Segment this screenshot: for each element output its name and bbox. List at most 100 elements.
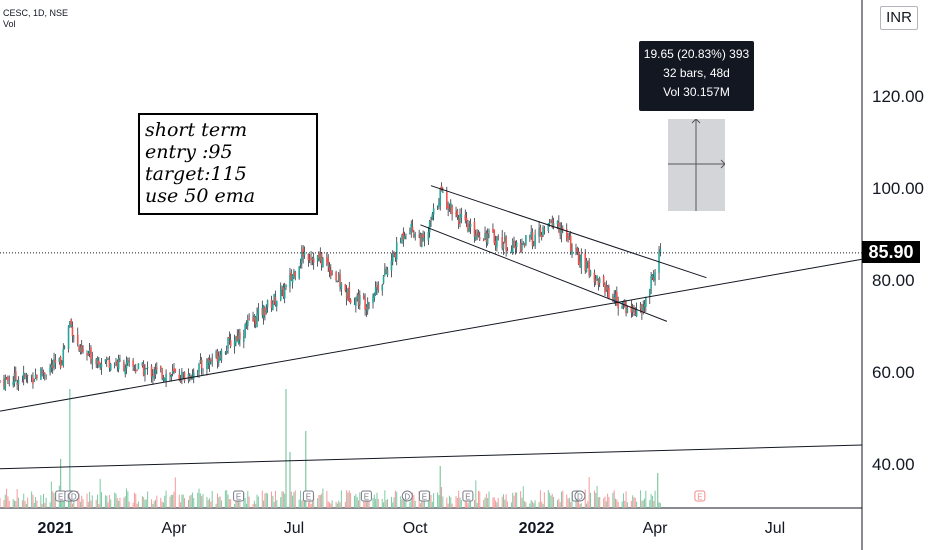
volume-bar (566, 494, 568, 508)
volume-bar (0, 497, 1, 508)
candle (160, 365, 162, 373)
candle (456, 208, 459, 220)
volume-bar (137, 501, 139, 508)
trendline[interactable] (420, 224, 668, 322)
earnings-event-icon[interactable]: D (401, 490, 413, 502)
earnings-event-icon[interactable]: E (302, 490, 314, 502)
volume-bar (71, 503, 73, 508)
volume-bar (483, 499, 485, 508)
candle (550, 219, 552, 223)
volume-bar (144, 499, 146, 508)
volume-bar (302, 499, 304, 508)
volume-bar (338, 500, 340, 508)
volume-indicator-label[interactable]: Vol (3, 19, 16, 29)
volume-bar (510, 502, 512, 508)
candle (298, 265, 300, 280)
volume-bar (16, 489, 18, 508)
volume-bar (568, 497, 570, 508)
volume-bar (33, 502, 35, 508)
volume-bar (617, 501, 619, 508)
candle (208, 354, 211, 372)
candle (414, 231, 416, 241)
earnings-event-icon[interactable]: D (574, 490, 586, 502)
earnings-event-icon[interactable]: E (694, 490, 706, 502)
text-note-box[interactable]: short term entry :95 target:115 use 50 e… (138, 113, 318, 215)
candle (384, 263, 386, 277)
candle (21, 375, 24, 383)
trendline[interactable] (430, 185, 707, 279)
volume-bars (0, 389, 661, 508)
candle (211, 353, 214, 367)
note-line: use 50 ema (145, 185, 256, 207)
volume-bar (152, 503, 154, 508)
candle (650, 271, 652, 295)
volume-bar (358, 500, 360, 508)
volume-bar (180, 502, 182, 508)
candle (575, 243, 577, 256)
volume-bar (458, 490, 460, 508)
earnings-event-icon[interactable]: E (360, 490, 372, 502)
volume-bar (209, 498, 211, 508)
candle (328, 261, 331, 278)
volume-bar (169, 496, 171, 508)
volume-bar (294, 490, 296, 508)
earnings-event-icon[interactable]: E (55, 490, 67, 502)
candle (643, 300, 646, 313)
volume-bar (227, 494, 229, 508)
volume-bar (543, 492, 545, 508)
candle (440, 182, 443, 192)
candle (533, 240, 535, 247)
candle (170, 373, 173, 382)
note-line: target:115 (145, 163, 247, 185)
candle (447, 201, 449, 217)
candle (282, 283, 285, 299)
volume-bar (173, 491, 175, 508)
volume-trendline[interactable] (0, 444, 863, 470)
currency-button[interactable]: INR (880, 6, 918, 30)
last-price-badge: 85.90 (862, 241, 920, 263)
candle (460, 207, 463, 224)
symbol-info[interactable]: CESC, 1D, NSE (3, 8, 69, 18)
volume-bar (98, 503, 100, 508)
volume-bar (589, 492, 591, 508)
volume-bar (473, 499, 475, 508)
candle (579, 254, 581, 268)
trendline[interactable] (0, 258, 863, 412)
volume-bar (551, 493, 553, 508)
volume-spike (285, 389, 287, 508)
volume-bar (607, 493, 609, 508)
candle (299, 258, 302, 269)
volume-bar (64, 498, 66, 508)
note-line: short term (145, 119, 248, 141)
candle (531, 228, 534, 250)
volume-bar (300, 490, 302, 508)
volume-bar (451, 503, 453, 508)
volume-bar (27, 497, 29, 508)
volume-bar (190, 494, 192, 508)
candle (169, 371, 171, 382)
candle (368, 301, 370, 310)
earnings-event-icon[interactable]: E (462, 490, 474, 502)
candle (399, 237, 402, 244)
measure-range-box[interactable] (668, 118, 726, 211)
candle (423, 231, 426, 247)
volume-bar (460, 499, 462, 508)
candle (311, 256, 314, 266)
candle (420, 233, 423, 248)
earnings-event-icon[interactable]: D (68, 490, 80, 502)
candle (571, 243, 573, 258)
volume-bar (505, 494, 507, 508)
candle (134, 363, 137, 374)
volume-bar (271, 491, 273, 508)
candle (523, 242, 526, 248)
volume-bar (587, 501, 589, 508)
candle (502, 241, 505, 255)
volume-bar (584, 489, 586, 508)
earnings-event-icon[interactable]: E (418, 490, 430, 502)
volume-bar (336, 503, 338, 508)
earnings-event-icon[interactable]: E (233, 490, 245, 502)
candle (362, 292, 365, 300)
volume-bar (201, 496, 203, 508)
volume-bar (97, 494, 99, 508)
